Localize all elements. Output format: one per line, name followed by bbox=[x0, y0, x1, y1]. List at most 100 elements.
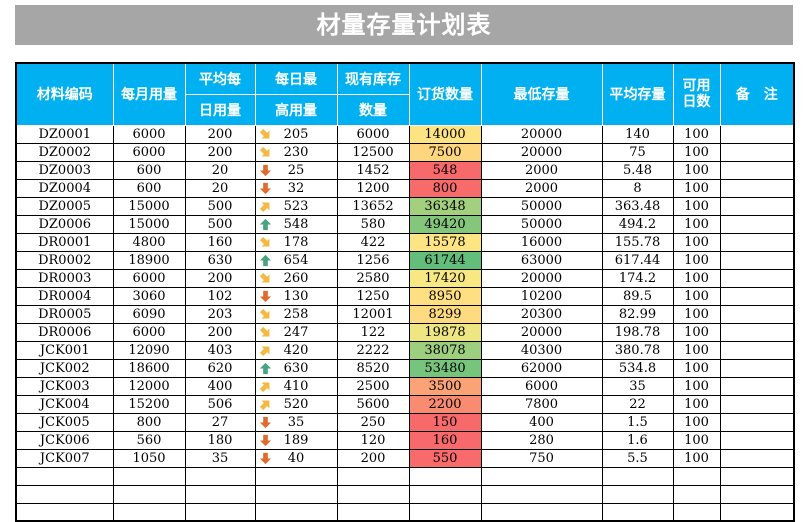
stock-cell[interactable]: 1256 bbox=[336, 250, 410, 270]
daily-cell[interactable]: 506 bbox=[184, 394, 256, 414]
header-days[interactable]: 可用 日数 bbox=[672, 62, 721, 126]
days-cell[interactable] bbox=[672, 466, 721, 486]
days-cell[interactable]: 100 bbox=[672, 286, 721, 306]
note-cell[interactable] bbox=[719, 232, 795, 252]
daily-cell[interactable] bbox=[184, 502, 256, 522]
code-cell[interactable]: JCK004 bbox=[15, 394, 114, 414]
order-cell[interactable]: 7500 bbox=[408, 142, 482, 162]
avg-cell[interactable]: 140 bbox=[601, 124, 674, 144]
avg-cell[interactable]: 35 bbox=[601, 376, 674, 396]
daily-cell[interactable]: 400 bbox=[184, 376, 256, 396]
max-cell[interactable]: 548 bbox=[254, 214, 338, 234]
order-cell[interactable]: 160 bbox=[408, 430, 482, 450]
daily-cell[interactable]: 203 bbox=[184, 304, 256, 324]
days-cell[interactable]: 100 bbox=[672, 394, 721, 414]
days-cell[interactable]: 100 bbox=[672, 340, 721, 360]
days-cell[interactable]: 100 bbox=[672, 160, 721, 180]
header-max-bottom[interactable]: 高用量 bbox=[254, 93, 338, 126]
code-cell[interactable]: DR0001 bbox=[15, 232, 114, 252]
monthly-cell[interactable]: 6000 bbox=[112, 322, 186, 342]
max-cell[interactable]: 230 bbox=[254, 142, 338, 162]
monthly-cell[interactable]: 3060 bbox=[112, 286, 186, 306]
min-cell[interactable]: 280 bbox=[480, 430, 603, 450]
daily-cell[interactable]: 20 bbox=[184, 160, 256, 180]
min-cell[interactable]: 50000 bbox=[480, 196, 603, 216]
avg-cell[interactable]: 8 bbox=[601, 178, 674, 198]
daily-cell[interactable]: 160 bbox=[184, 232, 256, 252]
avg-cell[interactable]: 363.48 bbox=[601, 196, 674, 216]
days-cell[interactable]: 100 bbox=[672, 412, 721, 432]
monthly-cell[interactable]: 600 bbox=[112, 160, 186, 180]
daily-cell[interactable]: 35 bbox=[184, 448, 256, 468]
order-cell[interactable]: 53480 bbox=[408, 358, 482, 378]
days-cell[interactable]: 100 bbox=[672, 358, 721, 378]
stock-cell[interactable]: 580 bbox=[336, 214, 410, 234]
daily-cell[interactable]: 200 bbox=[184, 124, 256, 144]
order-cell[interactable]: 19878 bbox=[408, 322, 482, 342]
stock-cell[interactable]: 1452 bbox=[336, 160, 410, 180]
stock-cell[interactable]: 12500 bbox=[336, 142, 410, 162]
order-cell[interactable]: 2200 bbox=[408, 394, 482, 414]
monthly-cell[interactable]: 560 bbox=[112, 430, 186, 450]
order-cell[interactable]: 14000 bbox=[408, 124, 482, 144]
min-cell[interactable]: 20000 bbox=[480, 124, 603, 144]
days-cell[interactable]: 100 bbox=[672, 196, 721, 216]
code-cell[interactable]: DR0006 bbox=[15, 322, 114, 342]
note-cell[interactable] bbox=[719, 178, 795, 198]
avg-cell[interactable] bbox=[601, 484, 674, 504]
days-cell[interactable]: 100 bbox=[672, 142, 721, 162]
order-cell[interactable]: 38078 bbox=[408, 340, 482, 360]
avg-cell[interactable]: 75 bbox=[601, 142, 674, 162]
daily-cell[interactable]: 500 bbox=[184, 196, 256, 216]
monthly-cell[interactable] bbox=[112, 466, 186, 486]
code-cell[interactable]: DZ0006 bbox=[15, 214, 114, 234]
order-cell[interactable] bbox=[408, 502, 482, 522]
code-cell[interactable]: JCK003 bbox=[15, 376, 114, 396]
max-cell[interactable]: 32 bbox=[254, 178, 338, 198]
avg-cell[interactable]: 89.5 bbox=[601, 286, 674, 306]
order-cell[interactable]: 3500 bbox=[408, 376, 482, 396]
stock-cell[interactable] bbox=[336, 466, 410, 486]
min-cell[interactable] bbox=[480, 466, 603, 486]
max-cell[interactable]: 25 bbox=[254, 160, 338, 180]
header-monthly[interactable]: 每月用量 bbox=[112, 62, 186, 126]
header-daily-top[interactable]: 平均每 bbox=[184, 62, 256, 95]
daily-cell[interactable]: 180 bbox=[184, 430, 256, 450]
note-cell[interactable] bbox=[719, 160, 795, 180]
days-cell[interactable] bbox=[672, 484, 721, 504]
stock-cell[interactable]: 200 bbox=[336, 448, 410, 468]
monthly-cell[interactable]: 600 bbox=[112, 178, 186, 198]
daily-cell[interactable]: 200 bbox=[184, 322, 256, 342]
monthly-cell[interactable]: 6000 bbox=[112, 268, 186, 288]
max-cell[interactable]: 654 bbox=[254, 250, 338, 270]
days-cell[interactable]: 100 bbox=[672, 376, 721, 396]
monthly-cell[interactable]: 6000 bbox=[112, 124, 186, 144]
daily-cell[interactable]: 20 bbox=[184, 178, 256, 198]
stock-cell[interactable]: 5600 bbox=[336, 394, 410, 414]
days-cell[interactable]: 100 bbox=[672, 178, 721, 198]
days-cell[interactable]: 100 bbox=[672, 250, 721, 270]
max-cell[interactable]: 523 bbox=[254, 196, 338, 216]
code-cell[interactable]: DZ0001 bbox=[15, 124, 114, 144]
order-cell[interactable]: 61744 bbox=[408, 250, 482, 270]
header-avg[interactable]: 平均存量 bbox=[601, 62, 674, 126]
stock-cell[interactable]: 2222 bbox=[336, 340, 410, 360]
avg-cell[interactable]: 380.78 bbox=[601, 340, 674, 360]
monthly-cell[interactable]: 800 bbox=[112, 412, 186, 432]
min-cell[interactable]: 20000 bbox=[480, 268, 603, 288]
max-cell[interactable]: 247 bbox=[254, 322, 338, 342]
max-cell[interactable]: 178 bbox=[254, 232, 338, 252]
avg-cell[interactable]: 198.78 bbox=[601, 322, 674, 342]
max-cell[interactable]: 189 bbox=[254, 430, 338, 450]
note-cell[interactable] bbox=[719, 466, 795, 486]
stock-cell[interactable]: 120 bbox=[336, 430, 410, 450]
code-cell[interactable]: DR0003 bbox=[15, 268, 114, 288]
note-cell[interactable] bbox=[719, 250, 795, 270]
avg-cell[interactable]: 534.8 bbox=[601, 358, 674, 378]
min-cell[interactable]: 63000 bbox=[480, 250, 603, 270]
avg-cell[interactable]: 617.44 bbox=[601, 250, 674, 270]
monthly-cell[interactable]: 18900 bbox=[112, 250, 186, 270]
daily-cell[interactable]: 200 bbox=[184, 142, 256, 162]
days-cell[interactable]: 100 bbox=[672, 214, 721, 234]
min-cell[interactable]: 10200 bbox=[480, 286, 603, 306]
